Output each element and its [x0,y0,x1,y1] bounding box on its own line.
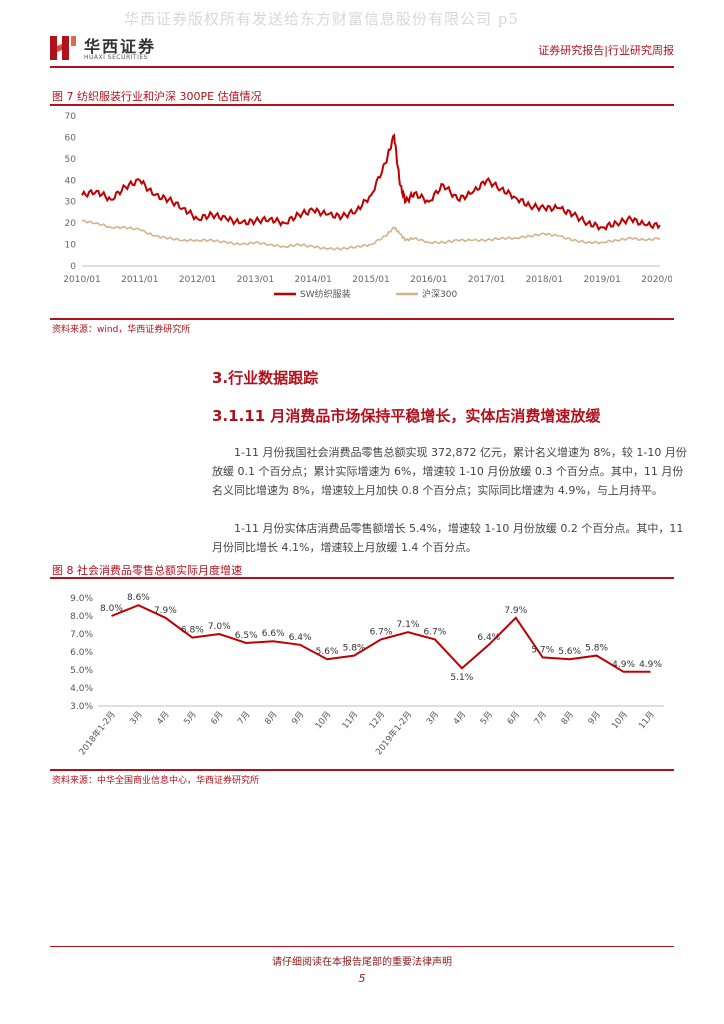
x-tick-label: 4月 [155,710,171,727]
data-label: 4.9% [639,660,662,670]
data-label: 5.8% [343,644,366,654]
x-tick-label: 8月 [560,710,576,727]
y-tick-label: 60 [65,133,77,143]
y-tick-label: 5.0% [70,666,93,676]
data-label: 7.9% [504,606,527,616]
brand-name: 华西证券 [84,37,157,56]
y-tick-label: 10 [65,241,77,251]
x-tick-label: 2018年1-2月 [77,709,118,757]
x-tick-label: 2015/01 [352,275,389,285]
x-tick-label: 11月 [637,710,657,731]
data-label: 5.6% [558,647,581,657]
series-line-hs300 [81,219,661,251]
y-tick-label: 6.0% [70,648,93,658]
header-divider [50,66,674,68]
y-tick-label: 50 [65,155,77,165]
x-tick-label: 2012/01 [179,275,216,285]
x-tick-label: 3月 [425,710,441,727]
report-type: 证券研究报告|行业研究周报 [538,44,674,57]
paragraph-2: 1-11 月份实体店消费品零售额增长 5.4%，增速较 1-10 月份放缓 0.… [212,522,684,554]
data-label: 6.8% [181,626,204,636]
huaxi-logo-icon [50,36,76,60]
y-tick-label: 3.0% [70,702,93,712]
x-tick-label: 7月 [236,710,252,727]
data-label: 4.9% [612,660,635,670]
figure8-source: 资料来源：中华全国商业信息中心，华西证券研究所 [52,776,260,786]
figure8-chart: 3.0% 4.0% 5.0% 6.0% 7.0% 8.0% 9.0% 8.0% 8.6% 7.9%… [70,593,664,757]
data-label: 8.6% [127,593,150,603]
paragraph-1: 1-11 月份我国社会消费品零售总额实现 372,872 亿元，累计名义增速为 … [212,446,687,497]
figure7-chart: 0 10 20 30 40 50 60 70 2010/01 2011/01 2012/01 2013… [63,112,672,300]
data-label: 6.6% [262,629,285,639]
legend-label: 沪深300 [422,288,457,300]
x-tick-label: 2020/01 [641,275,672,285]
data-label: 5.6% [316,647,339,657]
data-label: 6.7% [370,627,393,637]
y-tick-label: 30 [65,198,77,208]
y-tick-label: 0 [70,262,76,272]
y-tick-label: 7.0% [70,630,93,640]
y-tick-label: 9.0% [70,594,93,604]
y-tick-label: 4.0% [70,684,93,694]
data-label: 6.4% [289,633,312,643]
section-subheading: 3.1.11 月消费品市场保持平稳增长，实体店消费增速放缓 [212,407,601,425]
figure7-source: 资料来源：wind，华西证券研究所 [52,325,191,335]
data-label: 6.4% [477,633,500,643]
data-label: 7.9% [154,606,177,616]
y-tick-label: 70 [65,112,77,122]
page-number: 5 [358,972,366,985]
x-tick-label: 3月 [128,710,144,727]
data-label: 5.7% [531,645,554,655]
data-label: 8.0% [100,604,123,614]
figure8-title: 图 8 社会消费品零售总额实际月度增速 [52,564,242,577]
x-tick-label: 2010/01 [63,275,100,285]
section-heading: 3.行业数据跟踪 [212,369,319,387]
x-tick-label: 8月 [263,710,279,727]
data-label: 5.8% [585,644,608,654]
figure7-title: 图 7 纺织服装行业和沪深 300PE 估值情况 [52,90,262,103]
x-tick-label: 2017/01 [468,275,505,285]
figure7-top-rule [50,104,674,106]
y-tick-label: 20 [65,219,77,229]
copyright-watermark: 华西证券版权所有发送给东方财富信息股份有限公司 p5 [124,10,519,28]
x-tick-label: 2014/01 [295,275,332,285]
x-tick-label: 9月 [290,710,306,727]
x-tick-label: 2018/01 [526,275,563,285]
y-tick-label: 40 [65,176,77,186]
y-tick-label: 8.0% [70,612,93,622]
x-tick-label: 2019/01 [584,275,621,285]
series-line-sw-textile [81,133,661,232]
x-tick-label: 9月 [587,710,603,727]
x-tick-label: 4月 [452,710,468,727]
x-tick-label: 10月 [314,710,334,731]
legal-notice: 请仔细阅读在本报告尾部的重要法律声明 [272,957,452,968]
data-label: 6.7% [423,627,446,637]
figure7-bottom-rule [50,318,674,320]
data-label: 6.5% [235,631,258,641]
data-label: 7.0% [208,622,231,632]
x-tick-label: 7月 [533,710,549,727]
x-tick-label: 2016/01 [410,275,447,285]
x-tick-label: 12月 [368,710,388,731]
x-tick-label: 11月 [341,710,361,731]
footer-divider [50,946,674,947]
x-tick-label: 5月 [479,710,495,727]
series-line-retail-growth [111,604,651,673]
x-tick-label: 5月 [182,710,198,727]
brand-name-en: HUAXI SECURITIES [84,54,148,61]
x-tick-label: 6月 [209,710,225,727]
x-tick-label: 6月 [506,710,522,727]
figure8-top-rule [50,577,674,579]
x-tick-label: 2011/01 [121,275,158,285]
data-label: 7.1% [397,620,420,630]
data-label: 5.1% [450,673,473,683]
legend-label: SW纺织服装 [300,288,351,300]
x-tick-label: 2013/01 [237,275,274,285]
figure8-bottom-rule [50,769,674,771]
x-tick-label: 10月 [610,710,630,731]
